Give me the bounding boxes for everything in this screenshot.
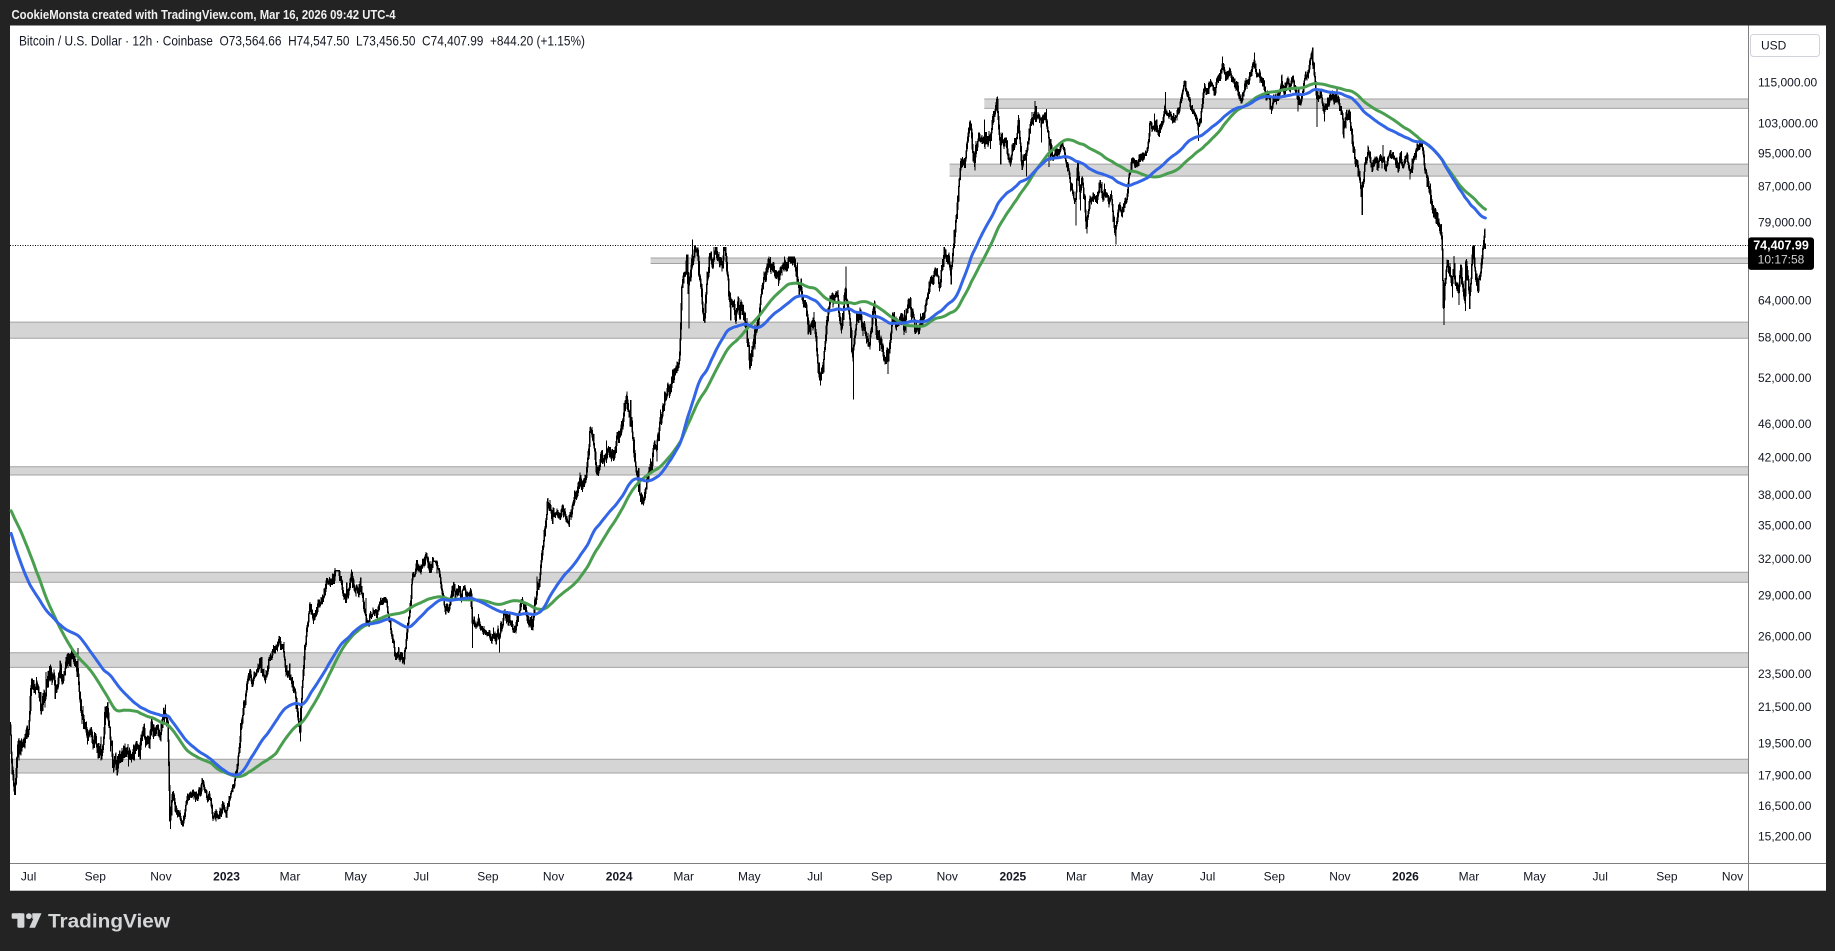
svg-text:May: May: [1523, 870, 1546, 884]
svg-text:Jul: Jul: [414, 870, 429, 884]
svg-text:58,000.00: 58,000.00: [1758, 330, 1812, 344]
svg-text:Nov: Nov: [150, 870, 171, 884]
svg-text:2024: 2024: [606, 870, 633, 884]
svg-text:74,407.99: 74,407.99: [1753, 239, 1809, 253]
svg-text:52,000.00: 52,000.00: [1758, 371, 1812, 385]
svg-text:2023: 2023: [213, 870, 240, 884]
svg-text:Mar: Mar: [673, 870, 694, 884]
svg-text:Jul: Jul: [1593, 870, 1608, 884]
svg-text:May: May: [738, 870, 761, 884]
svg-text:10:17:58: 10:17:58: [1758, 253, 1805, 267]
svg-text:19,500.00: 19,500.00: [1758, 737, 1812, 751]
svg-text:79,000.00: 79,000.00: [1758, 215, 1812, 229]
svg-text:Nov: Nov: [1329, 870, 1350, 884]
svg-text:46,000.00: 46,000.00: [1758, 417, 1812, 431]
svg-text:USD: USD: [1761, 39, 1787, 53]
svg-text:Mar: Mar: [1066, 870, 1087, 884]
svg-text:26,000.00: 26,000.00: [1758, 629, 1812, 643]
svg-text:23,500.00: 23,500.00: [1758, 667, 1812, 681]
svg-text:95,000.00: 95,000.00: [1758, 147, 1812, 161]
svg-text:Nov: Nov: [937, 870, 958, 884]
svg-text:64,000.00: 64,000.00: [1758, 294, 1812, 308]
svg-text:Nov: Nov: [543, 870, 564, 884]
svg-text:Jul: Jul: [807, 870, 822, 884]
svg-text:2025: 2025: [1000, 870, 1027, 884]
svg-text:Sep: Sep: [871, 870, 893, 884]
svg-text:Sep: Sep: [1264, 870, 1286, 884]
svg-text:TradingView: TradingView: [48, 911, 171, 933]
svg-text:Bitcoin / U.S. Dollar · 12h ·: Bitcoin / U.S. Dollar · 12h · Coinbase O…: [19, 34, 585, 49]
svg-text:16,500.00: 16,500.00: [1758, 799, 1812, 813]
svg-text:42,000.00: 42,000.00: [1758, 451, 1812, 465]
svg-text:35,000.00: 35,000.00: [1758, 519, 1812, 533]
svg-text:Sep: Sep: [85, 870, 107, 884]
svg-text:Mar: Mar: [280, 870, 301, 884]
svg-text:38,000.00: 38,000.00: [1758, 488, 1812, 502]
svg-text:115,000.00: 115,000.00: [1758, 75, 1817, 89]
svg-text:Mar: Mar: [1459, 870, 1480, 884]
svg-text:Jul: Jul: [21, 870, 36, 884]
svg-text:Sep: Sep: [477, 870, 499, 884]
svg-text:Sep: Sep: [1656, 870, 1678, 884]
svg-text:Nov: Nov: [1722, 870, 1743, 884]
svg-text:May: May: [344, 870, 367, 884]
svg-text:May: May: [1131, 870, 1154, 884]
svg-text:21,500.00: 21,500.00: [1758, 700, 1812, 714]
svg-text:32,000.00: 32,000.00: [1758, 552, 1812, 566]
svg-text:15,200.00: 15,200.00: [1758, 829, 1812, 843]
svg-text:103,000.00: 103,000.00: [1758, 116, 1818, 130]
svg-text:Jul: Jul: [1200, 870, 1215, 884]
svg-text:17,900.00: 17,900.00: [1758, 768, 1812, 782]
svg-text:CookieMonsta created with Trad: CookieMonsta created with TradingView.co…: [12, 7, 397, 22]
svg-text:2026: 2026: [1392, 870, 1419, 884]
svg-text:29,000.00: 29,000.00: [1758, 589, 1812, 603]
svg-text:87,000.00: 87,000.00: [1758, 179, 1812, 193]
